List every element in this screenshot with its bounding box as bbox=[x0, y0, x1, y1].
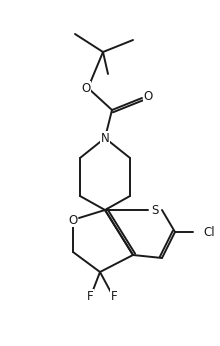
Text: S: S bbox=[151, 203, 159, 217]
Text: O: O bbox=[81, 82, 91, 94]
Text: F: F bbox=[87, 290, 93, 302]
Text: O: O bbox=[68, 213, 78, 227]
Text: F: F bbox=[111, 290, 117, 302]
Text: Cl: Cl bbox=[203, 226, 215, 238]
Text: N: N bbox=[101, 131, 109, 145]
Text: O: O bbox=[143, 90, 153, 102]
